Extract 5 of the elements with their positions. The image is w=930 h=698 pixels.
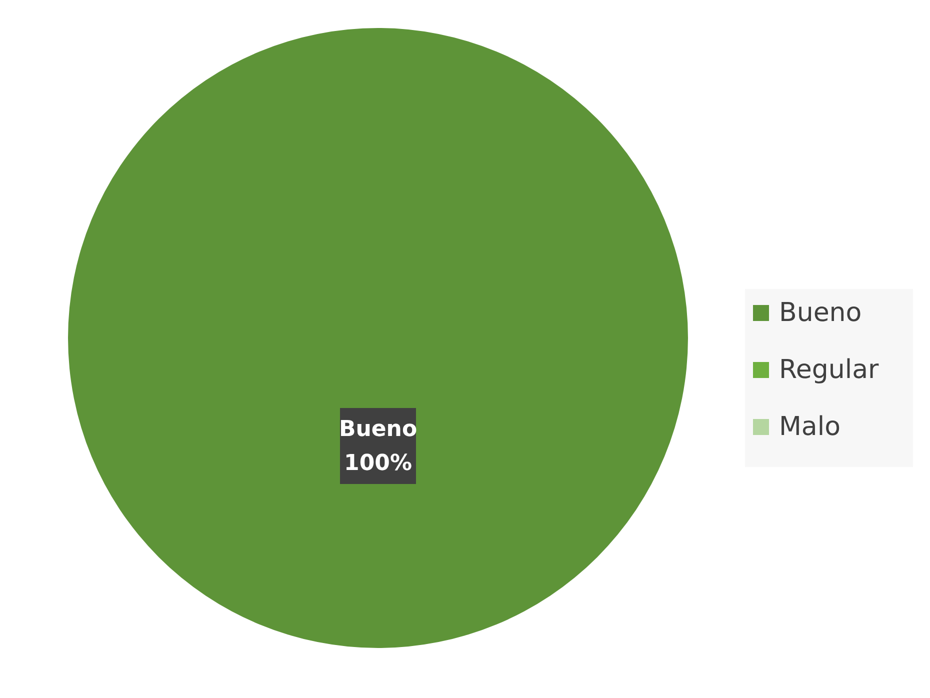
legend-label: Regular — [779, 355, 880, 385]
data-label: 100% — [344, 451, 412, 476]
legend-label: Bueno — [779, 298, 862, 328]
slice-label: Bueno — [338, 417, 418, 442]
legend-label: Malo — [779, 412, 840, 442]
